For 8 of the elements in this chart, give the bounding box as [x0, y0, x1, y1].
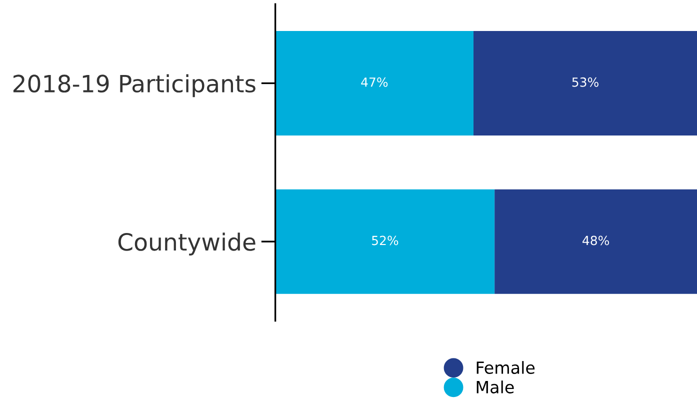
y-tick-label: Countywide [118, 232, 256, 256]
legend-label: Female [476, 361, 535, 374]
y-tick-label: 2018-19 Participants [13, 74, 256, 98]
data-label: 52% [372, 236, 398, 246]
data-label: 47% [361, 77, 388, 87]
data-label: 53% [572, 77, 598, 87]
legend-label: Male [476, 380, 514, 394]
data-label: 48% [582, 236, 609, 246]
